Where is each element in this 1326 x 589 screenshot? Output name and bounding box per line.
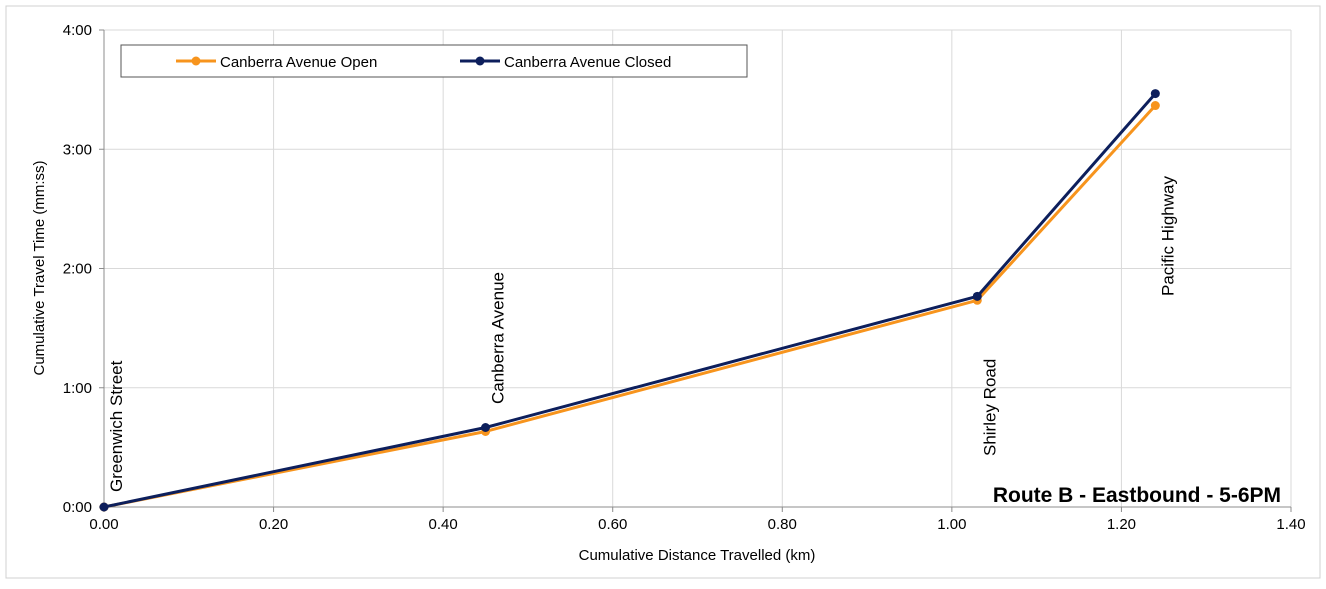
legend-label: Canberra Avenue Open	[220, 54, 377, 71]
y-tick-label: 3:00	[63, 141, 92, 158]
x-tick-label: 0.20	[259, 516, 288, 533]
legend-swatch-marker	[191, 56, 201, 66]
legend-label: Canberra Avenue Closed	[504, 54, 671, 71]
legend-swatch-marker	[475, 56, 485, 66]
series-point-1	[972, 291, 982, 301]
annotation-label: Canberra Avenue	[489, 272, 508, 404]
series-line-0	[103, 104, 1157, 509]
x-tick-labels: 0.00 0.20 0.40 0.60 0.80 1.00 1.20 1.40	[89, 516, 1305, 533]
axes	[99, 29, 1292, 512]
y-axis-label: Cumulative Travel Time (mm:ss)	[31, 160, 48, 375]
series-lines	[99, 89, 1160, 512]
x-tick-label: 0.40	[429, 516, 458, 533]
annotation-label: Pacific Highway	[1158, 176, 1177, 296]
legend-box	[120, 44, 748, 78]
x-tick-label: 0.80	[768, 516, 797, 533]
series-point-1	[99, 502, 109, 512]
annotation-label: Greenwich Street	[107, 360, 126, 492]
x-tick-label: 1.40	[1276, 516, 1305, 533]
x-tick-label: 0.00	[89, 516, 118, 533]
y-tick-label: 1:00	[63, 380, 92, 397]
grid-lines	[104, 29, 1292, 507]
series-point-1	[481, 423, 491, 432]
legend: Canberra Avenue Open Canberra Avenue Clos…	[120, 44, 748, 78]
y-tick-labels: 0:00 1:00 2:00 3:00 4:00	[63, 22, 92, 516]
series-point-0	[1150, 101, 1160, 111]
x-axis-label: Cumulative Distance Travelled (km)	[579, 547, 816, 564]
x-tick-label: 1.20	[1107, 516, 1136, 533]
annotation-label: Shirley Road	[980, 359, 999, 456]
y-tick-label: 0:00	[63, 499, 92, 516]
series-line-1	[103, 92, 1157, 509]
y-tick-label: 4:00	[63, 22, 92, 39]
y-tick-label: 2:00	[63, 261, 92, 278]
series-point-1	[1150, 89, 1160, 99]
x-tick-label: 1.00	[937, 516, 966, 533]
street-annotations: Greenwich Street Canberra Avenue Shirley R…	[107, 176, 1177, 492]
chart-title: Route B - Eastbound - 5-6PM	[993, 484, 1281, 507]
x-tick-label: 0.60	[598, 516, 627, 533]
